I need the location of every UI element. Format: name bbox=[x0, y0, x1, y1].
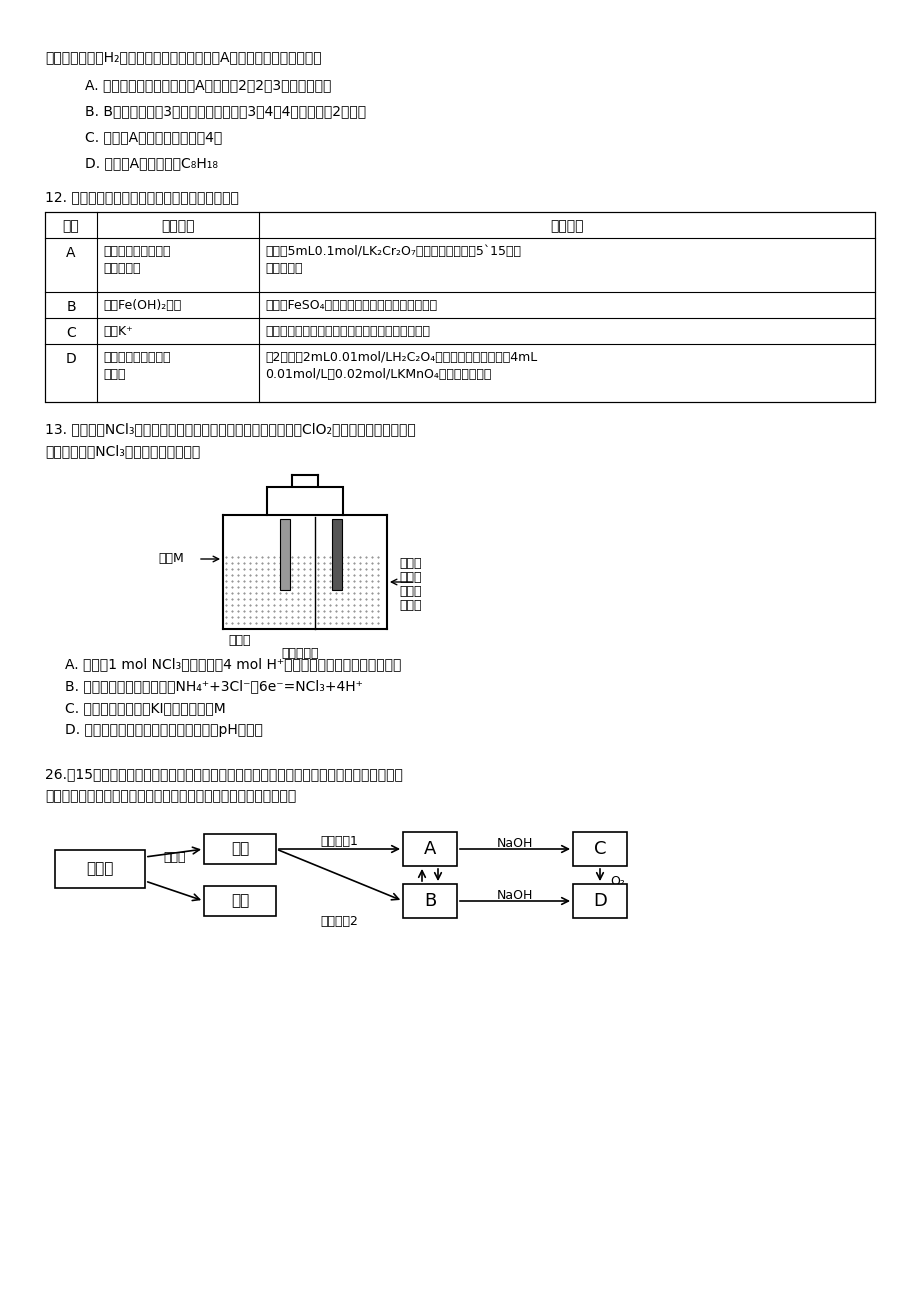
Text: 氢的混: 氢的混 bbox=[399, 585, 421, 598]
Text: C. 有机物A的一氯取代物只有4种: C. 有机物A的一氯取代物只有4种 bbox=[85, 130, 222, 145]
Text: D: D bbox=[593, 892, 607, 910]
Text: D. 电解过程中，质子交换膜右侧溶液的pH会减小: D. 电解过程中，质子交换膜右侧溶液的pH会减小 bbox=[65, 723, 263, 737]
Text: C. 可用湿润的淀粉－KI试纸检验气体M: C. 可用湿润的淀粉－KI试纸检验气体M bbox=[65, 700, 225, 715]
Text: 编号: 编号 bbox=[62, 219, 79, 233]
Text: 实验目的: 实验目的 bbox=[161, 219, 195, 233]
Text: 滤液: 滤液 bbox=[231, 841, 249, 857]
Text: 硫酸，振荡: 硫酸，振荡 bbox=[265, 262, 302, 275]
Text: D: D bbox=[65, 352, 76, 366]
Text: NaOH: NaOH bbox=[496, 889, 533, 902]
Text: O₂: O₂ bbox=[609, 875, 624, 888]
Text: 探究浓度对化学平衡: 探究浓度对化学平衡 bbox=[103, 245, 170, 258]
Bar bbox=[279, 519, 289, 590]
Text: 稀盐酸: 稀盐酸 bbox=[228, 634, 250, 647]
Text: 所示装置制备NCl₃。下列说法正确的是: 所示装置制备NCl₃。下列说法正确的是 bbox=[45, 444, 200, 458]
Text: 与等物质的量的H₂发生加成反应可得到有机物A。下列有关说法错误的是: 与等物质的量的H₂发生加成反应可得到有机物A。下列有关说法错误的是 bbox=[45, 49, 322, 64]
Text: Pt: Pt bbox=[279, 534, 290, 544]
Text: C: C bbox=[333, 534, 341, 544]
Bar bbox=[45, 212, 874, 402]
Text: B: B bbox=[66, 299, 75, 314]
Text: 适量试剂1: 适量试剂1 bbox=[320, 835, 358, 848]
Text: 合溶液: 合溶液 bbox=[399, 599, 421, 612]
Text: 氯化铵: 氯化铵 bbox=[399, 557, 421, 570]
Text: 13. 常温下，NCl₃是一种黄色黏稠状液体，是制备新型水消毒剂ClO₂的原料，可以采用如图: 13. 常温下，NCl₃是一种黄色黏稠状液体，是制备新型水消毒剂ClO₂的原料，… bbox=[45, 422, 415, 436]
Text: 12. 为达到相应实验目的，下列实验设计可行的是: 12. 为达到相应实验目的，下列实验设计可行的是 bbox=[45, 190, 239, 204]
Bar bbox=[332, 519, 342, 590]
Text: 适量试剂2: 适量试剂2 bbox=[320, 915, 358, 928]
Text: A: A bbox=[66, 246, 75, 260]
Text: 和氯化: 和氯化 bbox=[399, 572, 421, 585]
Text: 26.（15分）铁是人体必需的微量元素，铁摄入不足可能引起缺铁性贫血。黑木耳中含有比较: 26.（15分）铁是人体必需的微量元素，铁摄入不足可能引起缺铁性贫血。黑木耳中含… bbox=[45, 767, 403, 781]
Text: 向盛有5mL0.1mol/LK₂Cr₂O₇溶液的试管中滴入5`15滴浓: 向盛有5mL0.1mol/LK₂Cr₂O₇溶液的试管中滴入5`15滴浓 bbox=[265, 245, 520, 258]
Bar bbox=[403, 884, 457, 918]
Text: 向2支盛有2mL0.01mol/LH₂C₂O₄溶液的试管中分别加入4mL: 向2支盛有2mL0.01mol/LH₂C₂O₄溶液的试管中分别加入4mL bbox=[265, 352, 537, 365]
Text: 的影响: 的影响 bbox=[103, 368, 125, 381]
Text: A. 每生成1 mol NCl₃，理论上有4 mol H⁺经质子交换膜从右侧向左侧迁移: A. 每生成1 mol NCl₃，理论上有4 mol H⁺经质子交换膜从右侧向左… bbox=[65, 658, 401, 671]
Text: C: C bbox=[66, 326, 75, 340]
Bar bbox=[267, 487, 343, 516]
Bar bbox=[403, 832, 457, 866]
Text: D. 有机物A的分子式为C₈H₁₈: D. 有机物A的分子式为C₈H₁₈ bbox=[85, 156, 218, 171]
Text: 灰渣: 灰渣 bbox=[231, 893, 249, 909]
Bar bbox=[55, 850, 145, 888]
Text: 0.01mol/L和0.02mol/LKMnO₄溶液，观察现象: 0.01mol/L和0.02mol/LKMnO₄溶液，观察现象 bbox=[265, 368, 491, 381]
Text: 实验过程: 实验过程 bbox=[550, 219, 584, 233]
Text: 向盛有FeSO₄溶液的试管中滴入氨水，立即振荡: 向盛有FeSO₄溶液的试管中滴入氨水，立即振荡 bbox=[265, 299, 437, 312]
Text: B. 石墨电极的电极反应式为NH₄⁺+3Cl⁻－6e⁻=NCl₃+4H⁺: B. 石墨电极的电极反应式为NH₄⁺+3Cl⁻－6e⁻=NCl₃+4H⁺ bbox=[65, 680, 362, 693]
Text: 质子交换膜: 质子交换膜 bbox=[281, 647, 318, 660]
Text: B. B的结构可能有3种，其中一种名称为3，4，4－三甲基－2－戊烯: B. B的结构可能有3种，其中一种名称为3，4，4－三甲基－2－戊烯 bbox=[85, 104, 366, 118]
Text: A. 用系统命名法命名有机物A，名称为2，2，3－三甲基戊烷: A. 用系统命名法命名有机物A，名称为2，2，3－三甲基戊烷 bbox=[85, 78, 331, 92]
Text: C: C bbox=[593, 840, 606, 858]
Text: NaOH: NaOH bbox=[496, 837, 533, 850]
Text: 探究浓度对反应速率: 探究浓度对反应速率 bbox=[103, 352, 170, 365]
Text: 检验K⁺: 检验K⁺ bbox=[103, 326, 132, 339]
Text: 移动的影响: 移动的影响 bbox=[103, 262, 141, 275]
Bar bbox=[204, 885, 276, 917]
Text: B: B bbox=[424, 892, 436, 910]
Text: 木耳灰: 木耳灰 bbox=[86, 862, 114, 876]
Bar bbox=[573, 884, 627, 918]
Text: 丰富的铁元素，某研究型学习小组同学测定某地黑木耳中铁的含量。: 丰富的铁元素，某研究型学习小组同学测定某地黑木耳中铁的含量。 bbox=[45, 789, 296, 803]
Bar bbox=[204, 835, 276, 865]
Text: 观察Fe(OH)₂颜色: 观察Fe(OH)₂颜色 bbox=[103, 299, 181, 312]
Text: A: A bbox=[424, 840, 436, 858]
Text: 气体M: 气体M bbox=[158, 552, 184, 565]
Text: 盐酸浸: 盐酸浸 bbox=[163, 852, 186, 865]
Text: 用玻璃棒蘸取待测液在无色火焰上灼烧，观察现象: 用玻璃棒蘸取待测液在无色火焰上灼烧，观察现象 bbox=[265, 326, 429, 339]
Bar bbox=[573, 832, 627, 866]
